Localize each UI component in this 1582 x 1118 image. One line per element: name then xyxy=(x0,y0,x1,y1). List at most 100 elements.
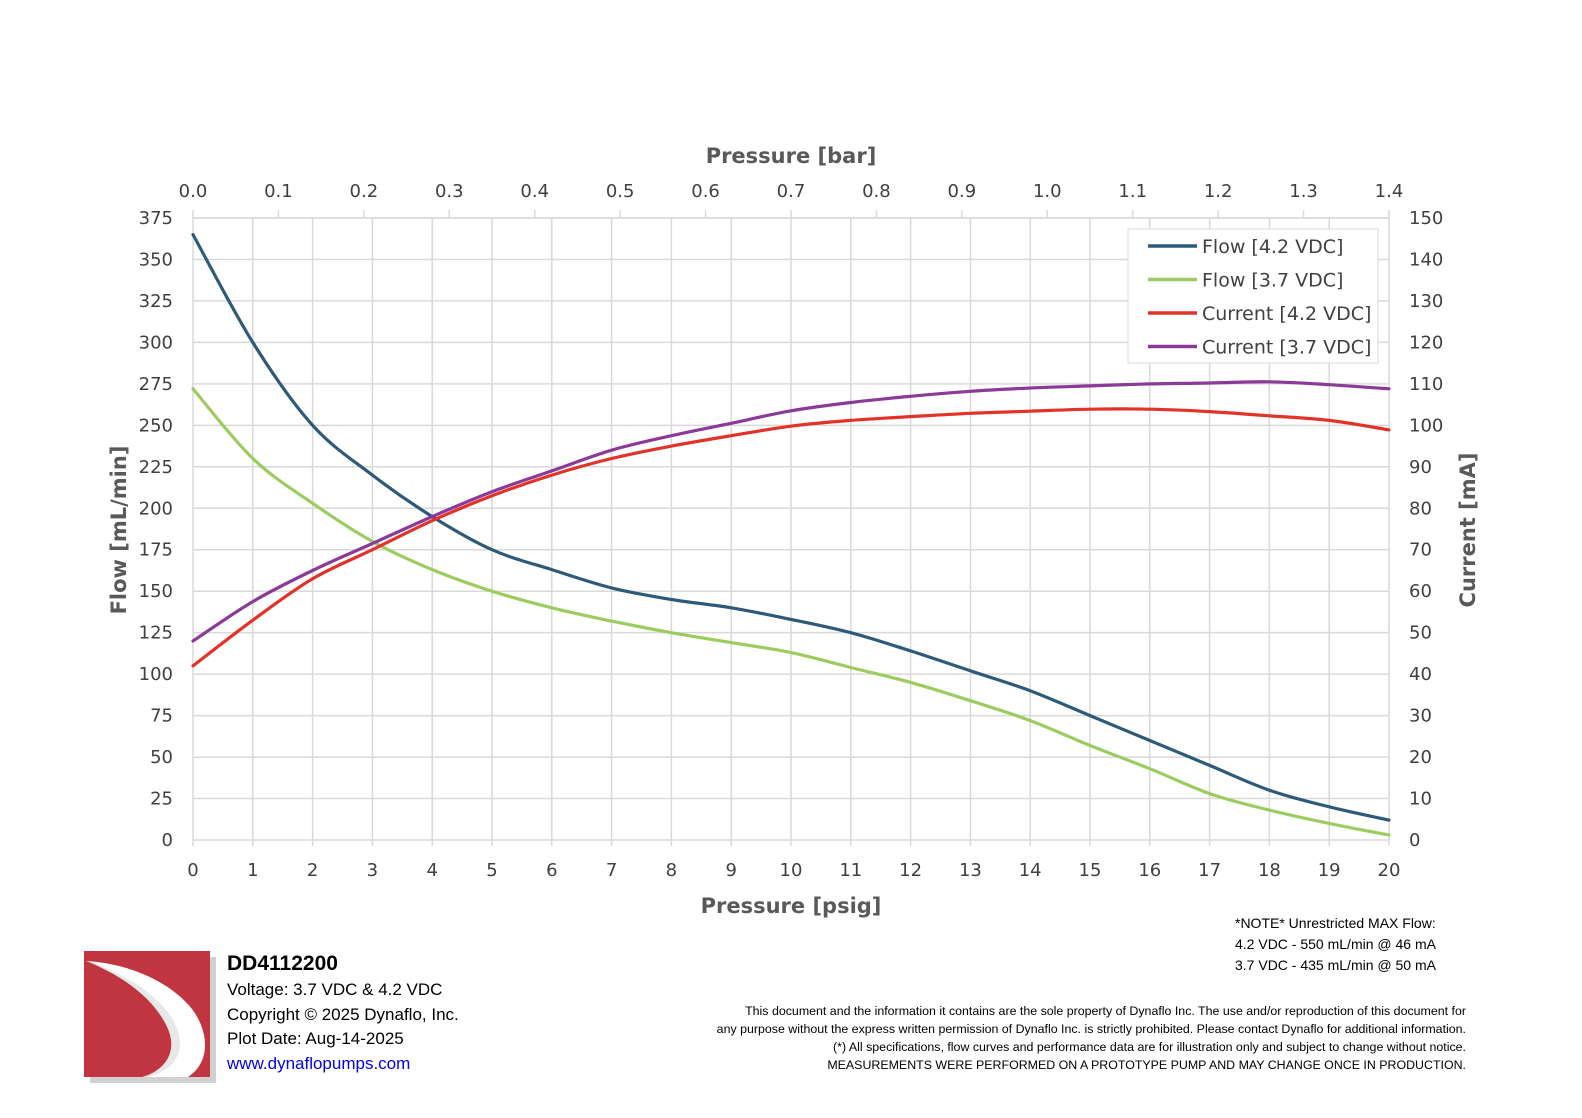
legend-label-1: Flow [4.2 VDC] xyxy=(1202,236,1343,258)
x-tick-label: 11 xyxy=(839,860,862,881)
x2-tick-label: 0.3 xyxy=(435,181,464,202)
y-tick-label: 125 xyxy=(139,623,173,644)
grid xyxy=(192,217,1390,841)
y-tick-label: 100 xyxy=(139,664,173,685)
x-tick-label: 12 xyxy=(899,860,922,881)
x-tick-label: 5 xyxy=(486,860,497,881)
y-tick-label: 350 xyxy=(139,249,173,270)
x-tick-label: 8 xyxy=(666,860,677,881)
y2-tick-label: 70 xyxy=(1409,540,1432,561)
x-tick-label: 15 xyxy=(1079,860,1102,881)
y-tick-label: 275 xyxy=(139,374,173,395)
x2-tick-label: 1.2 xyxy=(1204,181,1233,202)
series-line-2 xyxy=(191,387,1391,837)
series-lines xyxy=(191,233,1391,837)
x-tick-label: 13 xyxy=(959,860,982,881)
x-axis-ticks: 0 1 2 3 4 5 6 7 8 9 10 11 12 13 14 15 16 17 18 19 20 xyxy=(187,840,1400,881)
plot-date-text: Plot Date: Aug-14-2025 xyxy=(227,1029,404,1048)
x2-axis-title: Pressure [bar] xyxy=(706,144,877,168)
y-tick-label: 50 xyxy=(150,747,173,768)
y2-tick-label: 40 xyxy=(1409,664,1432,685)
x2-tick-label: 1.0 xyxy=(1033,181,1062,202)
disclaimer-line-4: MEASUREMENTS WERE PERFORMED ON A PROTOTY… xyxy=(827,1058,1466,1072)
series-line-1 xyxy=(191,233,1391,822)
y2-tick-label: 30 xyxy=(1409,706,1432,727)
y2-tick-label: 80 xyxy=(1409,498,1432,519)
dynaflo-logo xyxy=(84,951,216,1083)
y2-tick-label: 140 xyxy=(1409,249,1443,270)
max-flow-note: *NOTE* Unrestricted MAX Flow: 4.2 VDC - … xyxy=(1235,913,1436,976)
x2-tick-label: 1.4 xyxy=(1375,181,1404,202)
y2-tick-label: 90 xyxy=(1409,457,1432,478)
y-axis-ticks: 0 25 50 75 100 125 150 175 200 225 250 275 300 325 350… xyxy=(139,208,173,851)
y2-tick-label: 20 xyxy=(1409,747,1432,768)
series-line-4 xyxy=(191,380,1391,643)
disclaimer: This document and the information it con… xyxy=(646,1002,1466,1074)
x2-tick-label: 0.4 xyxy=(520,181,549,202)
note-line-3: 3.7 VDC - 435 mL/min @ 50 mA xyxy=(1235,957,1436,973)
y-tick-label: 225 xyxy=(139,457,173,478)
y-tick-label: 75 xyxy=(150,706,173,727)
x-tick-label: 19 xyxy=(1318,860,1341,881)
website-link[interactable]: www.dynaflopumps.com xyxy=(227,1053,411,1073)
y-tick-label: 300 xyxy=(139,332,173,353)
y2-tick-label: 130 xyxy=(1409,291,1443,312)
y2-axis-ticks: 0 10 20 30 40 50 60 70 80 90 100 110 120 130 140 150 xyxy=(1409,208,1443,851)
disclaimer-line-2: any purpose without the express written … xyxy=(716,1022,1466,1036)
performance-chart: 0 1 2 3 4 5 6 7 8 9 10 11 12 13 14 15 16 17 18 19 20 0.0 0.1 0… xyxy=(107,144,1480,918)
x2-tick-label: 0.7 xyxy=(777,181,806,202)
x-tick-label: 1 xyxy=(247,860,258,881)
x2-tick-label: 0.9 xyxy=(948,181,977,202)
x2-tick-label: 0.8 xyxy=(862,181,891,202)
legend-label-3: Current [4.2 VDC] xyxy=(1202,303,1371,325)
legend-label-4: Current [3.7 VDC] xyxy=(1202,337,1371,359)
y2-tick-label: 60 xyxy=(1409,581,1432,602)
note-line-1: *NOTE* Unrestricted MAX Flow: xyxy=(1235,915,1436,931)
y-tick-label: 375 xyxy=(139,208,173,229)
y-tick-label: 25 xyxy=(150,789,173,810)
disclaimer-line-3: (*) All specifications, flow curves and … xyxy=(833,1040,1466,1054)
disclaimer-line-1: This document and the information it con… xyxy=(745,1004,1466,1018)
x-tick-label: 0 xyxy=(187,860,198,881)
x2-tick-label: 1.1 xyxy=(1118,181,1147,202)
series-line-3 xyxy=(191,407,1391,668)
x-tick-label: 9 xyxy=(725,860,736,881)
legend: Flow [4.2 VDC] Flow [3.7 VDC] Current [4.2… xyxy=(1127,228,1379,364)
x2-tick-label: 0.5 xyxy=(606,181,635,202)
y-axis-title: Flow [mL/min] xyxy=(107,446,131,615)
copyright-text: Copyright © 2025 Dynaflo, Inc. xyxy=(227,1004,459,1024)
x-tick-label: 4 xyxy=(426,860,437,881)
y2-tick-label: 10 xyxy=(1409,789,1432,810)
y2-axis-title: Current [mA] xyxy=(1456,453,1480,608)
y2-tick-label: 150 xyxy=(1409,208,1443,229)
voltage-text: Voltage: 3.7 VDC & 4.2 VDC xyxy=(227,980,443,999)
y2-tick-label: 110 xyxy=(1409,374,1443,395)
x-tick-label: 3 xyxy=(367,860,378,881)
x-tick-label: 18 xyxy=(1258,860,1281,881)
legend-box xyxy=(1127,228,1379,364)
x2-tick-label: 0.1 xyxy=(264,181,293,202)
y2-tick-label: 50 xyxy=(1409,623,1432,644)
y-tick-label: 200 xyxy=(139,498,173,519)
x-tick-label: 16 xyxy=(1138,860,1161,881)
x2-tick-label: 0.6 xyxy=(691,181,720,202)
x-tick-label: 20 xyxy=(1378,860,1401,881)
x2-tick-label: 0.0 xyxy=(179,181,208,202)
y-tick-label: 175 xyxy=(139,540,173,561)
x2-tick-label: 0.2 xyxy=(350,181,379,202)
y-tick-label: 325 xyxy=(139,291,173,312)
x-tick-label: 14 xyxy=(1019,860,1042,881)
x2-tick-label: 1.3 xyxy=(1289,181,1318,202)
x-tick-label: 17 xyxy=(1198,860,1221,881)
y-tick-label: 150 xyxy=(139,581,173,602)
x-axis-title: Pressure [psig] xyxy=(701,894,882,918)
x-tick-label: 7 xyxy=(606,860,617,881)
y-tick-label: 0 xyxy=(162,830,173,851)
note-line-2: 4.2 VDC - 550 mL/min @ 46 mA xyxy=(1235,936,1436,952)
y2-tick-label: 100 xyxy=(1409,415,1443,436)
x-tick-label: 10 xyxy=(780,860,803,881)
y-tick-label: 250 xyxy=(139,415,173,436)
y2-tick-label: 0 xyxy=(1409,830,1420,851)
legend-label-2: Flow [3.7 VDC] xyxy=(1202,270,1343,292)
y2-tick-label: 120 xyxy=(1409,332,1443,353)
